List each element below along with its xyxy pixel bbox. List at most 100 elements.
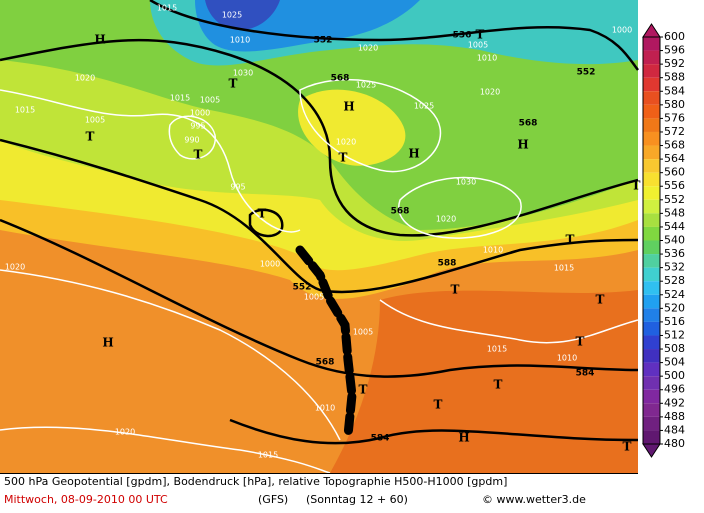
pressure-center: T: [566, 233, 575, 247]
contour-label: 1015: [258, 451, 278, 460]
pressure-center: H: [343, 100, 354, 114]
contour-label: 1015: [15, 106, 35, 115]
colorbar-label: 600: [664, 30, 685, 43]
contour-label: 1005: [353, 328, 373, 337]
color-swatch: [643, 389, 660, 404]
pressure-center: T: [451, 283, 460, 297]
colorbar-label: 520: [664, 301, 685, 314]
warm-region: [330, 290, 638, 473]
pressure-center: T: [339, 151, 348, 165]
colorbar-label: 524: [664, 288, 685, 301]
colorbar-label: 540: [664, 234, 685, 247]
contour-label: 1030: [233, 69, 253, 78]
contour-label: 1020: [336, 138, 356, 147]
contour-label: 1025: [414, 102, 434, 111]
contour-label: 990: [184, 136, 199, 145]
pressure-center: T: [632, 179, 641, 193]
contour-label: 1010: [230, 36, 250, 45]
pressure-center: T: [359, 383, 368, 397]
color-swatch: [643, 77, 660, 92]
color-swatch: [643, 321, 660, 336]
pressure-center: T: [229, 77, 238, 91]
colorbar-arrow: [642, 443, 661, 458]
color-swatch: [643, 226, 660, 241]
colorbar-label: 556: [664, 179, 685, 192]
contour-label: 1020: [75, 74, 95, 83]
colorbar-label: 564: [664, 152, 685, 165]
color-swatch: [643, 240, 660, 255]
footer-copyright: © www.wetter3.de: [482, 493, 586, 506]
color-swatch: [643, 159, 660, 173]
color-swatch: [643, 37, 660, 51]
contour-label: 1015: [554, 264, 574, 273]
contour-label: 568: [316, 358, 335, 368]
contour-label: 1025: [222, 11, 242, 20]
colorbar: 6005965925885845805765725685645605565525…: [642, 23, 685, 458]
pressure-center: H: [517, 138, 528, 152]
colorbar-label: 552: [664, 193, 685, 206]
color-swatch: [643, 199, 660, 214]
contour-label: 1000: [260, 260, 280, 269]
contour-label: 1010: [477, 54, 497, 63]
contour-label: 536: [453, 31, 472, 41]
colorbar-label: 580: [664, 98, 685, 111]
deep-blue-region: [205, 0, 280, 30]
color-swatch: [643, 362, 660, 377]
colorbar-label: 488: [664, 410, 685, 423]
color-swatch: [643, 376, 660, 390]
pressure-center: H: [94, 33, 105, 47]
pressure-center: T: [86, 130, 95, 144]
color-swatch: [643, 104, 660, 119]
front-line: [295, 245, 357, 440]
contour-label: 568: [519, 119, 538, 129]
colorbar-label: 592: [664, 57, 685, 70]
color-swatch: [643, 267, 660, 282]
footer-model: (GFS): [258, 493, 288, 506]
contour-label: 588: [438, 259, 457, 269]
colorbar-label: 504: [664, 356, 685, 369]
contour-label: 1020: [358, 44, 378, 53]
contour-label: 1005: [468, 41, 488, 50]
color-swatch: [643, 91, 660, 105]
colorbar-label: 576: [664, 111, 685, 124]
contour-label: 1010: [557, 354, 577, 363]
color-swatch: [643, 131, 660, 146]
contour-label: 1015: [170, 94, 190, 103]
colorbar-label: 548: [664, 206, 685, 219]
pressure-center: T: [476, 28, 485, 42]
footer-run: (Sonntag 12 + 60): [306, 493, 408, 506]
contour-label: 552: [314, 36, 333, 46]
contour-label: 1015: [487, 345, 507, 354]
color-swatch: [643, 254, 660, 268]
contour-label: 1010: [483, 246, 503, 255]
contour-label: 1000: [612, 26, 632, 35]
color-swatch: [643, 349, 660, 363]
contour-label: 1030: [456, 178, 476, 187]
colorbar-label: 568: [664, 139, 685, 152]
pressure-center: H: [408, 147, 419, 161]
color-swatch: [643, 281, 660, 295]
contour-label: 568: [331, 74, 350, 84]
colorbar-label: 532: [664, 261, 685, 274]
colorbar-label: 492: [664, 396, 685, 409]
color-swatch: [643, 172, 660, 187]
contour-label: 584: [371, 434, 390, 444]
colorbar-label: 560: [664, 166, 685, 179]
colorbar-label: 508: [664, 342, 685, 355]
colorbar-label: 528: [664, 274, 685, 287]
contour-label: 1020: [480, 88, 500, 97]
pressure-center: T: [258, 207, 267, 221]
colorbar-label: 484: [664, 423, 685, 436]
pressure-center: T: [194, 148, 203, 162]
contour-label: 1005: [200, 96, 220, 105]
pressure-center: T: [596, 293, 605, 307]
footer-date: Mittwoch, 08-09-2010 00 UTC: [4, 493, 168, 506]
contour-label: 1005: [85, 116, 105, 125]
contour-label: 584: [576, 369, 595, 379]
color-swatch: [643, 186, 660, 200]
color-swatch: [643, 294, 660, 309]
colorbar-label: 572: [664, 125, 685, 138]
pressure-contours: [0, 78, 639, 474]
